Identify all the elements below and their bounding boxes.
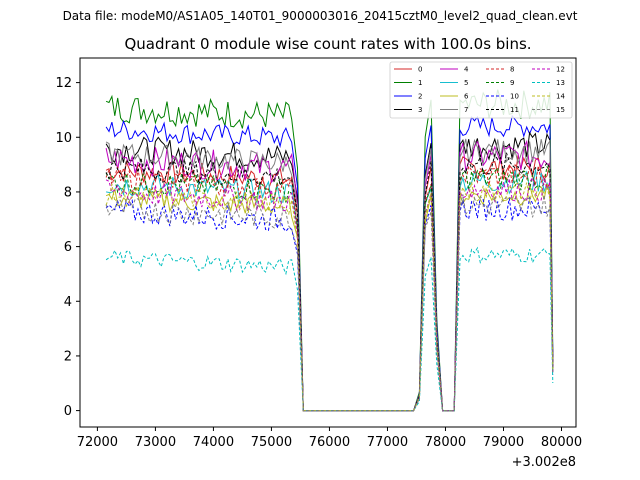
- legend-label-12: 12: [556, 66, 565, 74]
- x-tick-label: 73000: [135, 435, 176, 450]
- y-tick-label: 0: [64, 404, 72, 419]
- series-layer: [105, 89, 554, 412]
- y-tick-label: 2: [64, 349, 72, 364]
- legend-box: [389, 61, 573, 119]
- series-line-2: [105, 114, 554, 412]
- legend-label-3: 3: [418, 106, 422, 114]
- legend-label-4: 4: [464, 66, 469, 74]
- series-line-15: [105, 194, 554, 412]
- legend-label-9: 9: [510, 79, 514, 87]
- legend-label-15: 15: [556, 106, 565, 114]
- series-line-9: [105, 166, 554, 412]
- y-tick-label: 6: [64, 240, 72, 255]
- legend-label-0: 0: [418, 66, 422, 74]
- x-tick-label: 74000: [193, 435, 234, 450]
- y-tick-label: 8: [64, 185, 72, 200]
- y-axis: 0 2 4 6 8 10 12: [55, 76, 80, 419]
- x-tick-label: 72000: [77, 435, 118, 450]
- suptitle: Data file: modeM0/AS1A05_140T01_90000030…: [63, 9, 578, 23]
- x-tick-label: 77000: [367, 435, 408, 450]
- legend-label-7: 7: [464, 106, 468, 114]
- x-tick-label: 75000: [251, 435, 292, 450]
- legend-label-11: 11: [510, 106, 519, 114]
- series-line-12: [105, 176, 554, 412]
- legend-label-14: 14: [556, 93, 565, 101]
- series-line-8: [105, 163, 554, 412]
- series-line-10: [105, 195, 554, 412]
- legend-label-2: 2: [418, 93, 422, 101]
- y-tick-label: 10: [55, 131, 72, 146]
- series-line-13: [105, 246, 554, 412]
- chart-title: Quadrant 0 module wise count rates with …: [124, 35, 531, 53]
- y-tick-label: 12: [55, 76, 72, 91]
- axes-frame: [79, 57, 577, 428]
- legend-label-8: 8: [510, 66, 514, 74]
- legend-label-1: 1: [418, 79, 422, 87]
- legend-label-13: 13: [556, 79, 565, 87]
- x-offset-label: +3.002e8: [512, 455, 576, 470]
- legend-label-6: 6: [464, 93, 469, 101]
- x-tick-label: 78000: [425, 435, 466, 450]
- series-line-11: [105, 152, 554, 412]
- x-tick-label: 76000: [309, 435, 350, 450]
- legend-label-10: 10: [510, 93, 519, 101]
- series-line-6: [105, 183, 554, 412]
- series-line-4: [105, 139, 554, 412]
- series-line-14: [105, 181, 554, 412]
- x-tick-label: 80000: [541, 435, 582, 450]
- legend-label-5: 5: [464, 79, 468, 87]
- series-line-7: [105, 138, 554, 412]
- y-tick-label: 4: [64, 295, 72, 310]
- x-tick-label: 79000: [483, 435, 524, 450]
- x-axis: 72000 73000 74000 75000 76000 77000 78000 79000…: [77, 427, 582, 450]
